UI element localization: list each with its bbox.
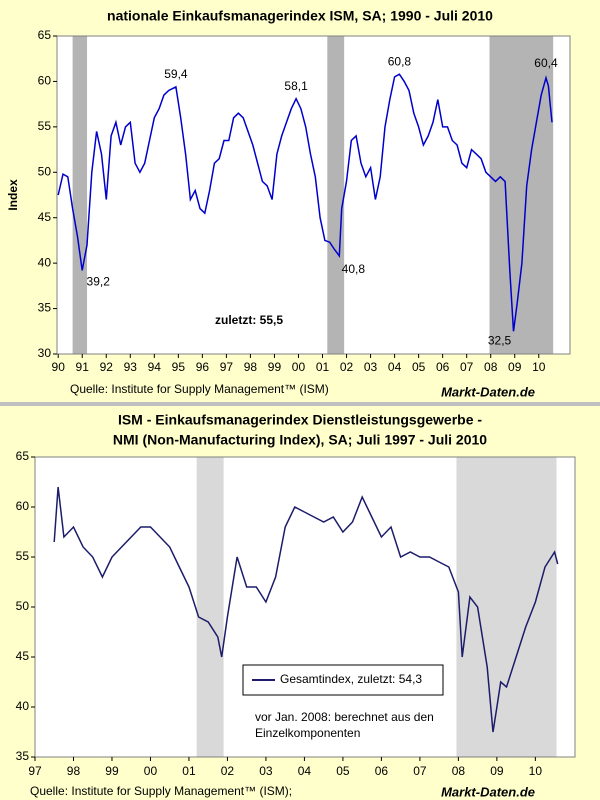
annotation: 39,2 bbox=[87, 275, 111, 289]
y-tick-label: 45 bbox=[38, 210, 52, 224]
note: Einzelkomponenten bbox=[255, 726, 360, 740]
x-tick-label: 01 bbox=[316, 360, 330, 374]
y-tick-label: 60 bbox=[16, 499, 30, 513]
annotation: 58,1 bbox=[284, 79, 308, 93]
x-tick-label: 02 bbox=[340, 360, 354, 374]
x-tick-label: 06 bbox=[375, 764, 389, 778]
annotation: 60,4 bbox=[534, 56, 558, 70]
x-tick-label: 93 bbox=[124, 360, 138, 374]
x-tick-label: 04 bbox=[298, 764, 312, 778]
x-tick-label: 95 bbox=[172, 360, 186, 374]
data-line bbox=[57, 73, 553, 332]
x-tick-label: 08 bbox=[452, 764, 466, 778]
chart-title: nationale Einkaufsmanagerindex ISM, SA; … bbox=[107, 8, 493, 24]
annotation: 59,4 bbox=[164, 67, 188, 81]
x-tick-label: 98 bbox=[67, 764, 81, 778]
x-tick-label: 97 bbox=[28, 764, 42, 778]
x-tick-label: 06 bbox=[436, 360, 450, 374]
source: Quelle: Institute for Supply Management™… bbox=[70, 382, 329, 396]
recession-band bbox=[327, 36, 345, 354]
x-tick-label: 10 bbox=[532, 360, 546, 374]
annotation: 60,8 bbox=[388, 54, 412, 68]
y-tick-label: 40 bbox=[38, 255, 52, 269]
panel-separator bbox=[0, 402, 600, 406]
legend-box bbox=[242, 664, 444, 696]
x-tick-label: 90 bbox=[52, 360, 66, 374]
x-tick-label: 08 bbox=[484, 360, 498, 374]
x-tick-label: 96 bbox=[196, 360, 210, 374]
note: zuletzt: 55,5 bbox=[215, 313, 283, 327]
note: vor Jan. 2008: berechnet aus den bbox=[255, 710, 434, 724]
x-tick-label: 91 bbox=[76, 360, 90, 374]
x-tick-label: 09 bbox=[508, 360, 522, 374]
x-tick-label: 02 bbox=[221, 764, 235, 778]
x-tick-label: 05 bbox=[412, 360, 426, 374]
y-tick-label: 35 bbox=[16, 749, 30, 763]
annotation: 40,8 bbox=[342, 262, 366, 276]
plot-area bbox=[57, 36, 570, 354]
y-tick-label: 50 bbox=[16, 599, 30, 613]
y-tick-label: 35 bbox=[38, 301, 52, 315]
y-tick-label: 30 bbox=[38, 346, 52, 360]
x-tick-label: 98 bbox=[244, 360, 258, 374]
y-tick-label: 60 bbox=[38, 74, 52, 88]
x-tick-label: 10 bbox=[529, 764, 543, 778]
chart-title: ISM - Einkaufsmanagerindex Dienstleistun… bbox=[118, 412, 482, 428]
data-line bbox=[53, 486, 559, 733]
x-tick-label: 07 bbox=[460, 360, 474, 374]
y-tick-label: 50 bbox=[38, 164, 52, 178]
legend-label: Gesamtindex, zuletzt: 54,3 bbox=[280, 672, 422, 686]
brand: Markt-Daten.de bbox=[441, 784, 535, 799]
y-tick-label: 55 bbox=[38, 119, 52, 133]
plot-border bbox=[56, 35, 571, 355]
chart-title: NMI (Non-Manufacturing Index), SA; Juli … bbox=[113, 432, 487, 448]
recession-band bbox=[196, 457, 224, 757]
y-tick-label: 65 bbox=[38, 28, 52, 42]
x-tick-label: 04 bbox=[388, 360, 402, 374]
x-tick-label: 09 bbox=[490, 764, 504, 778]
x-tick-label: 01 bbox=[182, 764, 196, 778]
y-tick-label: 45 bbox=[16, 649, 30, 663]
y-tick-label: 65 bbox=[16, 449, 30, 463]
x-tick-label: 07 bbox=[413, 764, 427, 778]
x-tick-label: 03 bbox=[259, 764, 273, 778]
y-tick-label: 40 bbox=[16, 699, 30, 713]
x-tick-label: 92 bbox=[100, 360, 114, 374]
x-tick-label: 97 bbox=[220, 360, 234, 374]
x-tick-label: 99 bbox=[268, 360, 282, 374]
x-tick-label: 99 bbox=[105, 764, 119, 778]
y-tick-label: 55 bbox=[16, 549, 30, 563]
recession-band bbox=[456, 457, 557, 757]
x-tick-label: 00 bbox=[292, 360, 306, 374]
x-tick-label: 03 bbox=[364, 360, 378, 374]
x-tick-label: 94 bbox=[148, 360, 162, 374]
y-axis-label: Index bbox=[6, 179, 20, 211]
brand: Markt-Daten.de bbox=[441, 384, 535, 399]
source: Quelle: Institute for Supply Management™… bbox=[30, 784, 292, 798]
x-tick-label: 00 bbox=[144, 764, 158, 778]
recession-band bbox=[72, 36, 88, 354]
x-tick-label: 05 bbox=[336, 764, 350, 778]
annotation: 32,5 bbox=[488, 333, 512, 347]
